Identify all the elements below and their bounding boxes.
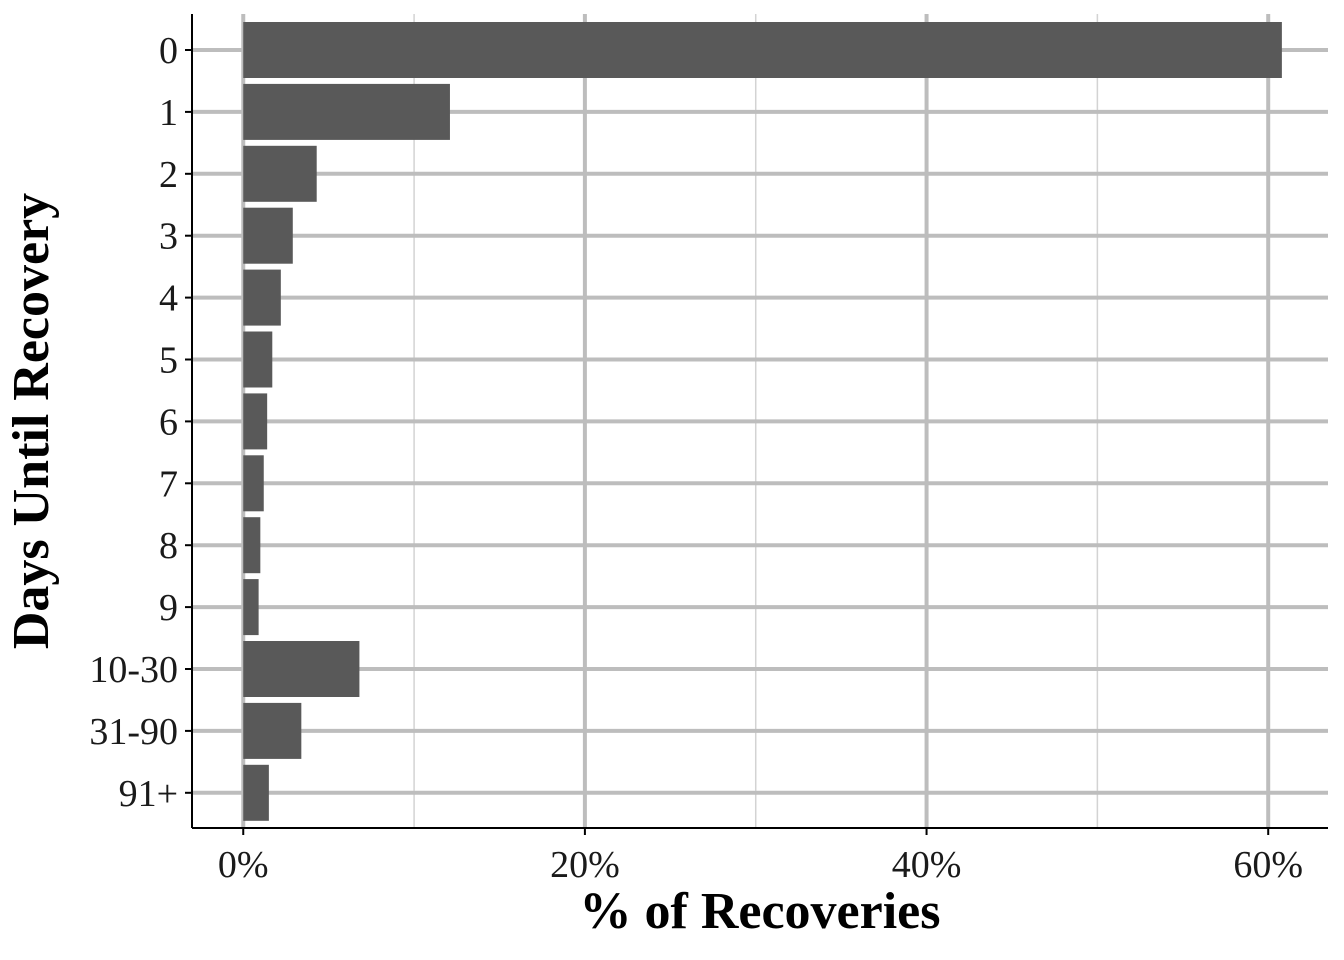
y-tick-label: 9 bbox=[159, 587, 178, 629]
x-tick-label: 40% bbox=[892, 844, 962, 886]
bar-6 bbox=[243, 393, 268, 450]
bar-91+ bbox=[243, 764, 269, 821]
axes-layer bbox=[185, 14, 1328, 835]
y-tick-label: 4 bbox=[159, 278, 178, 320]
y-tick-label: 7 bbox=[159, 463, 178, 505]
x-tick-label: 0% bbox=[218, 844, 269, 886]
x-tick-label: 60% bbox=[1233, 844, 1303, 886]
bar-1 bbox=[243, 83, 450, 140]
y-tick-label: 3 bbox=[159, 216, 178, 258]
bar-9 bbox=[243, 579, 259, 636]
bar-5 bbox=[243, 331, 273, 388]
y-tick-label: 5 bbox=[159, 340, 178, 382]
y-tick-label: 31-90 bbox=[89, 711, 178, 753]
bar-10-30 bbox=[243, 641, 360, 697]
labels-layer: 0 1 2 3 4 5 6 7 8 9 10-30 31-90 91+ 0% 20% 40% 60% bbox=[89, 30, 1303, 886]
bar-3 bbox=[243, 207, 293, 264]
x-tick-label: 20% bbox=[550, 844, 620, 886]
y-tick-label: 0 bbox=[159, 30, 178, 72]
bar-8 bbox=[243, 517, 261, 574]
bar-31-90 bbox=[243, 702, 302, 759]
bar-7 bbox=[243, 455, 264, 512]
y-axis-title: Days Until Recovery bbox=[3, 193, 60, 649]
y-tick-label: 8 bbox=[159, 525, 178, 567]
y-tick-label: 2 bbox=[159, 154, 178, 196]
bars-layer bbox=[243, 22, 1282, 821]
bar-0 bbox=[243, 22, 1282, 78]
bar-2 bbox=[243, 145, 317, 202]
y-tick-label: 6 bbox=[159, 401, 178, 443]
y-tick-label: 10-30 bbox=[89, 649, 178, 691]
y-tick-label: 1 bbox=[159, 92, 178, 134]
x-axis-title: % of Recoveries bbox=[580, 883, 941, 940]
grid-layer bbox=[192, 14, 1328, 828]
bar-4 bbox=[243, 269, 281, 326]
y-tick-label: 91+ bbox=[119, 773, 178, 815]
